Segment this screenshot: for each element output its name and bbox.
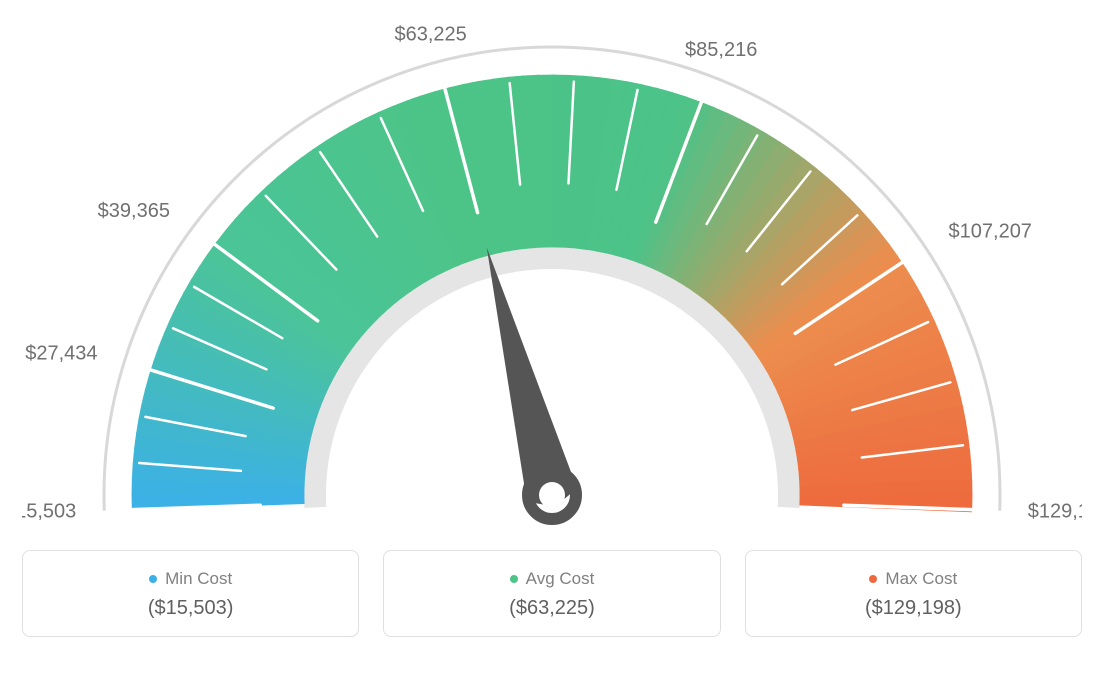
- summary-label-avg: Avg Cost: [526, 569, 595, 589]
- dot-avg: [510, 575, 518, 583]
- summary-card-max: Max Cost ($129,198): [745, 550, 1082, 637]
- dot-min: [149, 575, 157, 583]
- summary-label-row: Avg Cost: [404, 569, 699, 589]
- gauge-svg: $15,503 $27,434 $39,365 $63,225 $85,216 $107,…: [22, 20, 1082, 540]
- summary-label-row: Max Cost: [766, 569, 1061, 589]
- summary-label-max: Max Cost: [885, 569, 957, 589]
- svg-text:$85,216: $85,216: [685, 39, 757, 61]
- svg-text:$15,503: $15,503: [22, 501, 76, 523]
- summary-label-min: Min Cost: [165, 569, 232, 589]
- svg-text:$107,207: $107,207: [949, 221, 1032, 243]
- summary-value-min: ($15,503): [43, 597, 338, 620]
- cost-gauge: $15,503 $27,434 $39,365 $63,225 $85,216 $107,…: [22, 20, 1082, 540]
- svg-text:$129,198: $129,198: [1028, 501, 1082, 523]
- summary-value-avg: ($63,225): [404, 597, 699, 620]
- dot-max: [869, 575, 877, 583]
- svg-text:$27,434: $27,434: [25, 342, 97, 364]
- svg-text:$63,225: $63,225: [395, 24, 467, 46]
- summary-label-row: Min Cost: [43, 569, 338, 589]
- summary-card-min: Min Cost ($15,503): [22, 550, 359, 637]
- svg-text:$39,365: $39,365: [98, 200, 170, 222]
- summary-row: Min Cost ($15,503) Avg Cost ($63,225) Ma…: [22, 550, 1082, 637]
- summary-card-avg: Avg Cost ($63,225): [383, 550, 720, 637]
- summary-value-max: ($129,198): [766, 597, 1061, 620]
